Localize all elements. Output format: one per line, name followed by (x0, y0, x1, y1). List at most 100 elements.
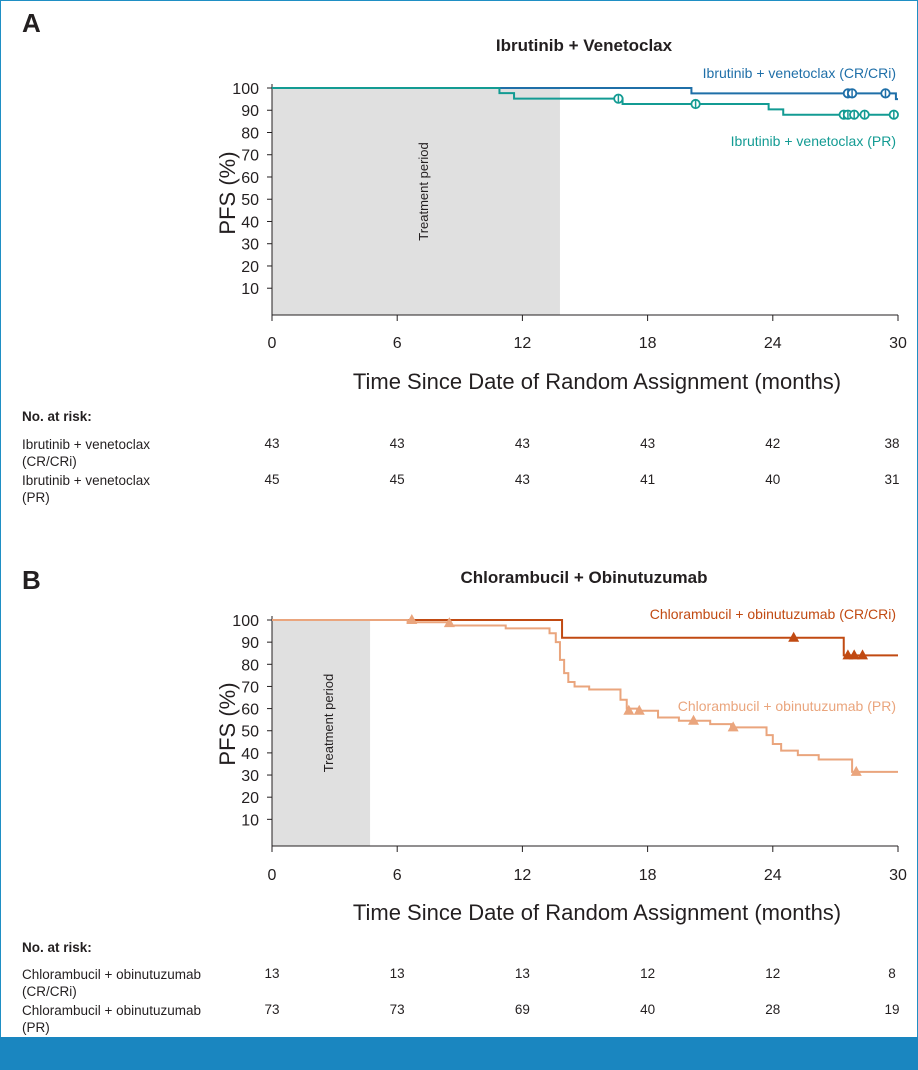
x-tick-label: 0 (268, 867, 277, 884)
y-axis-label: PFS (%) (215, 682, 240, 765)
risk-label-line: Ibrutinib + venetoclax (22, 473, 150, 488)
risk-value: 8 (888, 966, 896, 981)
risk-value: 38 (884, 436, 900, 451)
risk-label-line: (CR/CRi) (22, 984, 77, 999)
censor-mark (850, 765, 862, 776)
y-tick-label: 20 (241, 259, 259, 276)
risk-value: 31 (884, 472, 900, 487)
censor-mark (443, 617, 455, 628)
risk-value: 28 (765, 1002, 781, 1017)
panel-b-title: Chlorambucil + Obinutuzumab (460, 568, 708, 587)
risk-label-line: Ibrutinib + venetoclax (22, 437, 150, 452)
y-tick-label: 30 (241, 768, 259, 785)
series-label-2: Ibrutinib + venetoclax (PR) (731, 133, 896, 149)
risk-value: 45 (389, 472, 405, 487)
panel-a-risk-row-1-label: Ibrutinib + venetoclax (CR/CRi) (22, 436, 150, 470)
y-tick-label: 70 (241, 679, 259, 696)
risk-label-line: (CR/CRi) (22, 454, 77, 469)
km-curve-2 (272, 619, 898, 773)
risk-value: 13 (389, 966, 405, 981)
x-tick-label: 24 (764, 335, 782, 352)
panel-b-risk-row-2-label: Chlorambucil + obinutuzumab (PR) (22, 1002, 201, 1036)
y-tick-label: 10 (241, 281, 259, 298)
panel-b-risk-row-1-label: Chlorambucil + obinutuzumab (CR/CRi) (22, 966, 201, 1000)
y-tick-label: 60 (241, 170, 259, 187)
y-tick-label: 80 (241, 125, 259, 142)
treatment-period-shade (272, 88, 560, 315)
y-tick-label: 100 (232, 613, 259, 630)
risk-value: 40 (640, 1002, 656, 1017)
x-tick-label: 12 (514, 335, 532, 352)
risk-value: 41 (640, 472, 656, 487)
y-tick-label: 90 (241, 635, 259, 652)
risk-value: 43 (514, 472, 530, 487)
y-tick-label: 100 (232, 81, 259, 98)
y-tick-label: 70 (241, 148, 259, 165)
censor-mark (857, 649, 869, 660)
risk-value: 73 (264, 1002, 280, 1017)
x-tick-label: 0 (268, 335, 277, 352)
panel-a-risk-row-2-label: Ibrutinib + venetoclax (PR) (22, 472, 150, 506)
risk-value: 13 (264, 966, 280, 981)
risk-value: 40 (765, 472, 781, 487)
risk-value: 43 (264, 436, 280, 451)
risk-value: 69 (514, 1002, 530, 1017)
panel-b-risk-header: No. at risk: (22, 940, 92, 955)
censor-mark (788, 631, 800, 642)
risk-label-line: (PR) (22, 490, 50, 505)
y-tick-label: 60 (241, 702, 259, 719)
x-tick-label: 30 (889, 867, 907, 884)
panel-a-title: Ibrutinib + Venetoclax (495, 36, 673, 55)
risk-label-line: Chlorambucil + obinutuzumab (22, 1003, 201, 1018)
x-tick-label: 24 (764, 867, 782, 884)
risk-value: 43 (514, 436, 530, 451)
y-tick-label: 20 (241, 790, 259, 807)
series-label-1: Ibrutinib + venetoclax (CR/CRi) (703, 65, 896, 81)
treatment-period-shade (272, 620, 371, 846)
y-tick-label: 40 (241, 746, 259, 763)
km-curve-1 (272, 87, 898, 101)
x-tick-label: 12 (514, 867, 532, 884)
y-axis-label: PFS (%) (215, 151, 240, 234)
footer-bar (0, 1037, 918, 1070)
treatment-period-label: Treatment period (321, 674, 336, 773)
risk-value: 43 (389, 436, 405, 451)
panel-a-plot: Treatment period 10 20 30 40 50 60 70 80 90 100 0 6 1… (215, 65, 907, 394)
y-tick-label: 50 (241, 192, 259, 209)
y-tick-label: 10 (241, 812, 259, 829)
censor-mark (848, 649, 860, 660)
risk-value: 73 (389, 1002, 405, 1017)
risk-value: 13 (514, 966, 530, 981)
panel-b-plot: Treatment period 10 20 30 40 50 60 70 80 90 100 0 6 1… (215, 606, 907, 925)
y-tick-label: 90 (241, 103, 259, 120)
risk-value: 12 (640, 966, 656, 981)
risk-value: 12 (765, 966, 781, 981)
y-tick-label: 40 (241, 214, 259, 231)
series-label-2: Chlorambucil + obinutuzumab (PR) (678, 698, 896, 714)
risk-value: 45 (264, 472, 280, 487)
censor-mark (623, 704, 635, 715)
x-tick-label: 6 (393, 335, 402, 352)
x-tick-label: 6 (393, 867, 402, 884)
panel-a-risk-header: No. at risk: (22, 409, 92, 424)
y-tick-label: 50 (241, 724, 259, 741)
y-tick-label: 80 (241, 657, 259, 674)
treatment-period-label: Treatment period (416, 142, 431, 241)
censor-mark (727, 721, 739, 732)
risk-label-line: (PR) (22, 1020, 50, 1035)
censor-mark (633, 704, 645, 715)
panel-letter-a: A (22, 8, 41, 38)
series-label-1: Chlorambucil + obinutuzumab (CR/CRi) (650, 606, 896, 622)
risk-label-line: Chlorambucil + obinutuzumab (22, 967, 201, 982)
risk-value: 43 (640, 436, 656, 451)
panel-letter-b: B (22, 565, 41, 595)
x-axis-label: Time Since Date of Random Assignment (mo… (353, 900, 841, 925)
x-tick-label: 30 (889, 335, 907, 352)
x-axis-label: Time Since Date of Random Assignment (mo… (353, 369, 841, 394)
risk-value: 19 (884, 1002, 900, 1017)
y-tick-label: 30 (241, 237, 259, 254)
x-tick-label: 18 (639, 335, 657, 352)
censor-mark (406, 614, 418, 624)
risk-value: 42 (765, 436, 781, 451)
censor-mark (688, 714, 700, 725)
